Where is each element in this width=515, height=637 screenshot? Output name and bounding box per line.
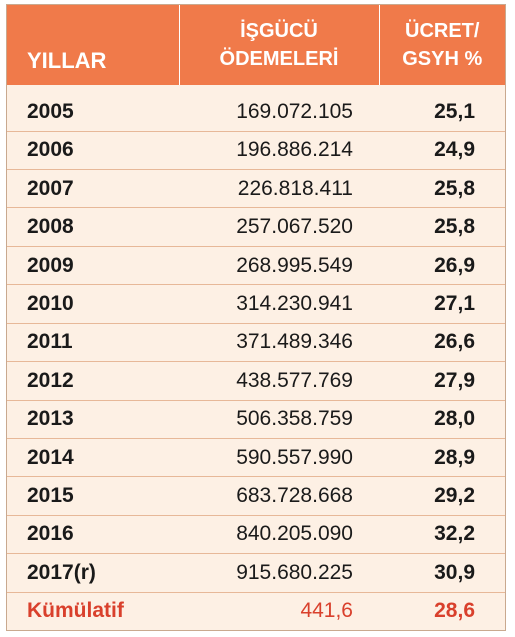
year-cell: 2013	[7, 400, 179, 439]
ratio-cell: 24,9	[379, 131, 505, 171]
ratio-cell: 27,1	[379, 284, 505, 324]
ratio-cell: 28,9	[379, 438, 505, 478]
table-row: 2013 506.358.759 28,0	[7, 400, 505, 439]
ratio-cell: 30,9	[379, 553, 505, 593]
table-row: 2005 169.072.105 25,1	[7, 93, 505, 132]
payment-cell: 840.205.090	[179, 515, 379, 555]
payment-cell: 371.489.346	[179, 323, 379, 363]
header-years: YILLAR	[7, 5, 180, 85]
table-row: 2007 226.818.411 25,8	[7, 169, 505, 209]
payment-cell: 268.995.549	[179, 246, 379, 286]
ratio-cell: 29,2	[379, 476, 505, 516]
year-cell: 2017(r)	[7, 553, 179, 593]
year-cell: 2009	[7, 246, 179, 286]
year-cell: 2007	[7, 169, 179, 209]
ratio-cell: 25,1	[379, 93, 505, 132]
ratio-cell: 25,8	[379, 207, 505, 247]
header-ratio: ÜCRET/GSYH %	[379, 5, 505, 85]
cumulative-label: Kümülatif	[27, 599, 124, 623]
year-cell: 2008	[7, 207, 179, 247]
payment-cell: 169.072.105	[179, 93, 379, 132]
ratio-cell: 32,2	[379, 515, 505, 555]
table-row: 2009 268.995.549 26,9	[7, 246, 505, 286]
table-row: 2014 590.557.990 28,9	[7, 438, 505, 478]
wage-gdp-table: YILLAR İŞGÜCÜ ÖDEMELERİ ÜCRET/GSYH % 2005…	[6, 4, 506, 631]
payment-cell: 314.230.941	[179, 284, 379, 324]
payment-cell: 590.557.990	[179, 438, 379, 478]
table-row: 2015 683.728.668 29,2	[7, 476, 505, 516]
table-row: 2011 371.489.346 26,6	[7, 323, 505, 363]
ratio-cell: 28,0	[379, 400, 505, 439]
table-row: 2012 438.577.769 27,9	[7, 361, 505, 401]
ratio-cell: 26,6	[379, 323, 505, 363]
payment-cell: 257.067.520	[179, 207, 379, 247]
payment-cell: 506.358.759	[179, 400, 379, 439]
year-cell: 2010	[7, 284, 179, 324]
year-cell: 2014	[7, 438, 179, 478]
payment-cell: 683.728.668	[179, 476, 379, 516]
cumulative-ratio: 28,6	[434, 599, 475, 623]
header-row: YILLAR İŞGÜCÜ ÖDEMELERİ ÜCRET/GSYH %	[7, 5, 505, 85]
year-cell: 2005	[7, 93, 179, 132]
table-row: 2016 840.205.090 32,2	[7, 515, 505, 555]
payment-cell: 196.886.214	[179, 131, 379, 171]
table-row: 2008 257.067.520 25,8	[7, 207, 505, 247]
payment-cell: 915.680.225	[179, 553, 379, 593]
table-row: 2006 196.886.214 24,9	[7, 131, 505, 171]
header-payments: İŞGÜCÜ ÖDEMELERİ	[179, 5, 380, 85]
cumulative-row: Kümülatif 441,6 28,6	[7, 592, 505, 630]
year-cell: 2011	[7, 323, 179, 363]
cumulative-payment: 441,6	[300, 599, 353, 623]
ratio-cell: 27,9	[379, 361, 505, 401]
ratio-cell: 25,8	[379, 169, 505, 209]
payment-cell: 226.818.411	[179, 169, 379, 209]
year-cell: 2012	[7, 361, 179, 401]
table-row: 2010 314.230.941 27,1	[7, 284, 505, 324]
payment-cell: 438.577.769	[179, 361, 379, 401]
ratio-cell: 26,9	[379, 246, 505, 286]
year-cell: 2015	[7, 476, 179, 516]
data-table: YILLAR İŞGÜCÜ ÖDEMELERİ ÜCRET/GSYH % 2005…	[7, 5, 505, 630]
year-cell: 2016	[7, 515, 179, 555]
table-row: 2017(r) 915.680.225 30,9	[7, 553, 505, 593]
year-cell: 2006	[7, 131, 179, 171]
header-spacer	[7, 85, 505, 94]
